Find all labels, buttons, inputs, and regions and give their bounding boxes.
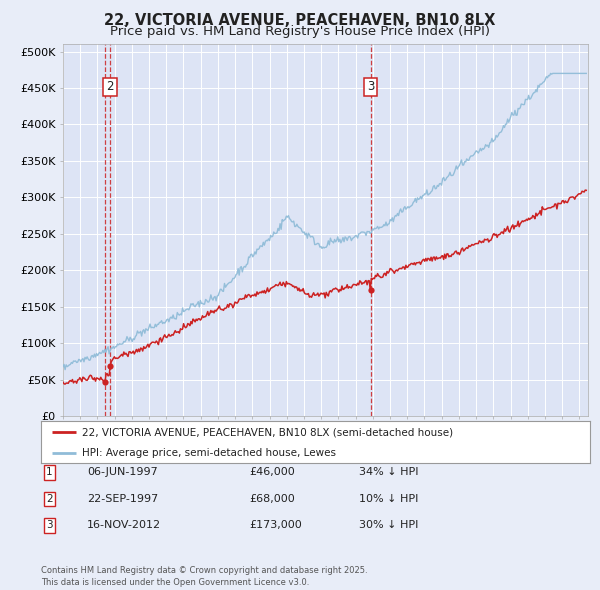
- Text: Price paid vs. HM Land Registry's House Price Index (HPI): Price paid vs. HM Land Registry's House …: [110, 25, 490, 38]
- Text: 22, VICTORIA AVENUE, PEACEHAVEN, BN10 8LX: 22, VICTORIA AVENUE, PEACEHAVEN, BN10 8L…: [104, 13, 496, 28]
- Text: 22-SEP-1997: 22-SEP-1997: [87, 494, 158, 504]
- Text: 34% ↓ HPI: 34% ↓ HPI: [359, 467, 418, 477]
- Text: 10% ↓ HPI: 10% ↓ HPI: [359, 494, 418, 504]
- Text: 3: 3: [46, 520, 53, 530]
- Text: 2: 2: [46, 494, 53, 504]
- Text: 30% ↓ HPI: 30% ↓ HPI: [359, 520, 418, 530]
- Text: Contains HM Land Registry data © Crown copyright and database right 2025.
This d: Contains HM Land Registry data © Crown c…: [41, 566, 367, 587]
- Text: HPI: Average price, semi-detached house, Lewes: HPI: Average price, semi-detached house,…: [82, 448, 336, 457]
- Text: £46,000: £46,000: [249, 467, 295, 477]
- Text: 06-JUN-1997: 06-JUN-1997: [87, 467, 158, 477]
- Text: £173,000: £173,000: [249, 520, 302, 530]
- Text: 22, VICTORIA AVENUE, PEACEHAVEN, BN10 8LX (semi-detached house): 22, VICTORIA AVENUE, PEACEHAVEN, BN10 8L…: [82, 427, 453, 437]
- Text: 16-NOV-2012: 16-NOV-2012: [87, 520, 161, 530]
- Text: £68,000: £68,000: [249, 494, 295, 504]
- Text: 1: 1: [46, 467, 53, 477]
- Text: 2: 2: [106, 80, 114, 93]
- Text: 3: 3: [367, 80, 374, 93]
